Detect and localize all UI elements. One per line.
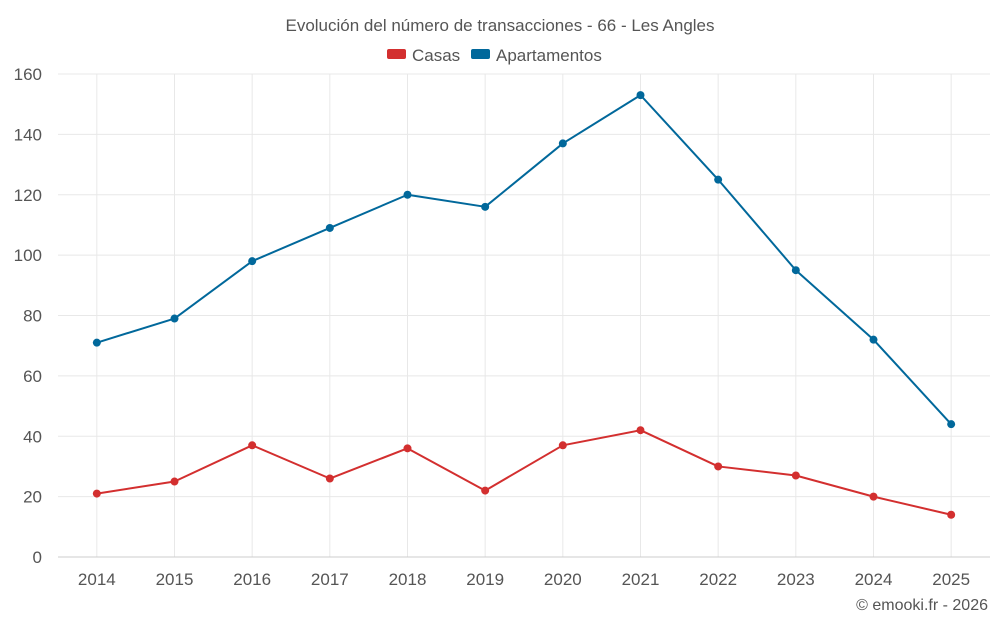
series-line-apartamentos [96,94,952,425]
data-point-apartamentos-2022[interactable] [714,175,723,184]
plot-area: 0 20 40 60 80 100 120 140 160 2014 2015 2016 2017 201… [14,65,990,589]
x-tick-label-2023: 2023 [777,570,815,589]
x-tick-label-2025: 2025 [932,570,970,589]
data-point-apartamentos-2016[interactable] [248,257,257,266]
data-point-apartamentos-2023[interactable] [791,266,800,275]
data-point-casas-2014[interactable] [92,489,101,498]
legend-item-casas[interactable]: Casas [387,46,460,65]
y-tick-label-60: 60 [23,367,42,386]
y-tick-label-20: 20 [23,488,42,507]
data-point-apartamentos-2017[interactable] [325,223,334,232]
x-tick-label-2016: 2016 [233,570,271,589]
data-point-casas-2021[interactable] [636,426,645,435]
legend-label-casas: Casas [412,46,460,65]
data-point-casas-2025[interactable] [947,510,956,519]
legend-item-apartamentos[interactable]: Apartamentos [471,46,602,65]
y-tick-label-100: 100 [14,246,42,265]
data-point-apartamentos-2020[interactable] [558,139,567,148]
x-tick-label-2020: 2020 [544,570,582,589]
data-point-apartamentos-2021[interactable] [636,91,645,100]
y-tick-label-40: 40 [23,427,42,446]
data-point-casas-2023[interactable] [791,471,800,480]
x-tick-label-2015: 2015 [156,570,194,589]
data-point-apartamentos-2019[interactable] [481,202,490,211]
data-point-apartamentos-2018[interactable] [403,190,412,199]
x-tick-label-2019: 2019 [466,570,504,589]
x-tick-label-2021: 2021 [622,570,660,589]
y-tick-label-0: 0 [33,548,42,567]
x-tick-label-2014: 2014 [78,570,116,589]
series-line-casas [96,429,952,516]
data-point-apartamentos-2024[interactable] [869,335,878,344]
x-tick-label-2022: 2022 [699,570,737,589]
chart-title: Evolución del número de transacciones - … [285,16,714,35]
data-point-casas-2018[interactable] [403,444,412,453]
y-tick-label-160: 160 [14,65,42,84]
y-tick-label-140: 140 [14,125,42,144]
credit-text: © emooki.fr - 2026 [856,597,988,614]
data-point-casas-2024[interactable] [869,492,878,501]
data-point-casas-2020[interactable] [558,441,567,450]
data-point-apartamentos-2015[interactable] [170,314,179,323]
data-point-casas-2016[interactable] [248,441,257,450]
data-point-apartamentos-2014[interactable] [92,338,101,347]
legend-swatch-apartamentos [471,49,490,59]
legend-label-apartamentos: Apartamentos [496,46,602,65]
x-tick-label-2018: 2018 [389,570,427,589]
y-tick-label-120: 120 [14,186,42,205]
data-point-apartamentos-2025[interactable] [947,420,956,429]
x-tick-label-2024: 2024 [855,570,893,589]
data-point-casas-2022[interactable] [714,462,723,471]
legend-swatch-casas [387,49,406,59]
data-point-casas-2017[interactable] [325,474,334,483]
data-point-casas-2015[interactable] [170,477,179,486]
y-tick-label-80: 80 [23,307,42,326]
x-tick-label-2017: 2017 [311,570,349,589]
data-point-casas-2019[interactable] [481,486,490,495]
legend: Casas Apartamentos [387,46,602,65]
